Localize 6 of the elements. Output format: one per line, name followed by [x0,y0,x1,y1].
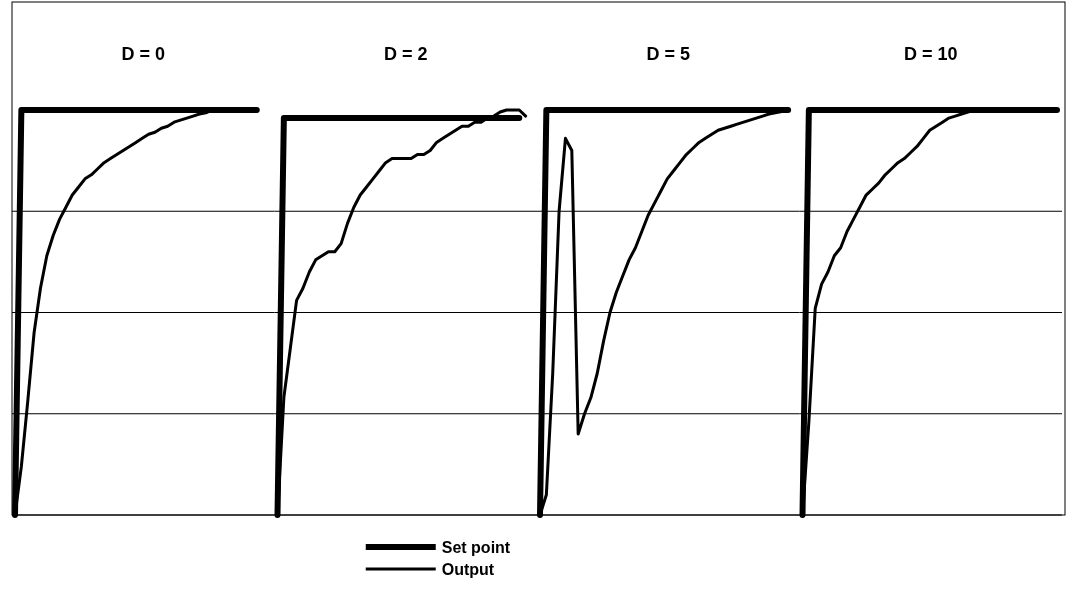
chart-title: D = 5 [646,44,691,64]
legend-label: Set point [441,539,511,556]
chart-title: D = 10 [903,44,958,64]
chart-title: D = 0 [121,44,166,64]
chart-title: D = 2 [383,44,428,64]
legend-label: Output [441,561,495,578]
